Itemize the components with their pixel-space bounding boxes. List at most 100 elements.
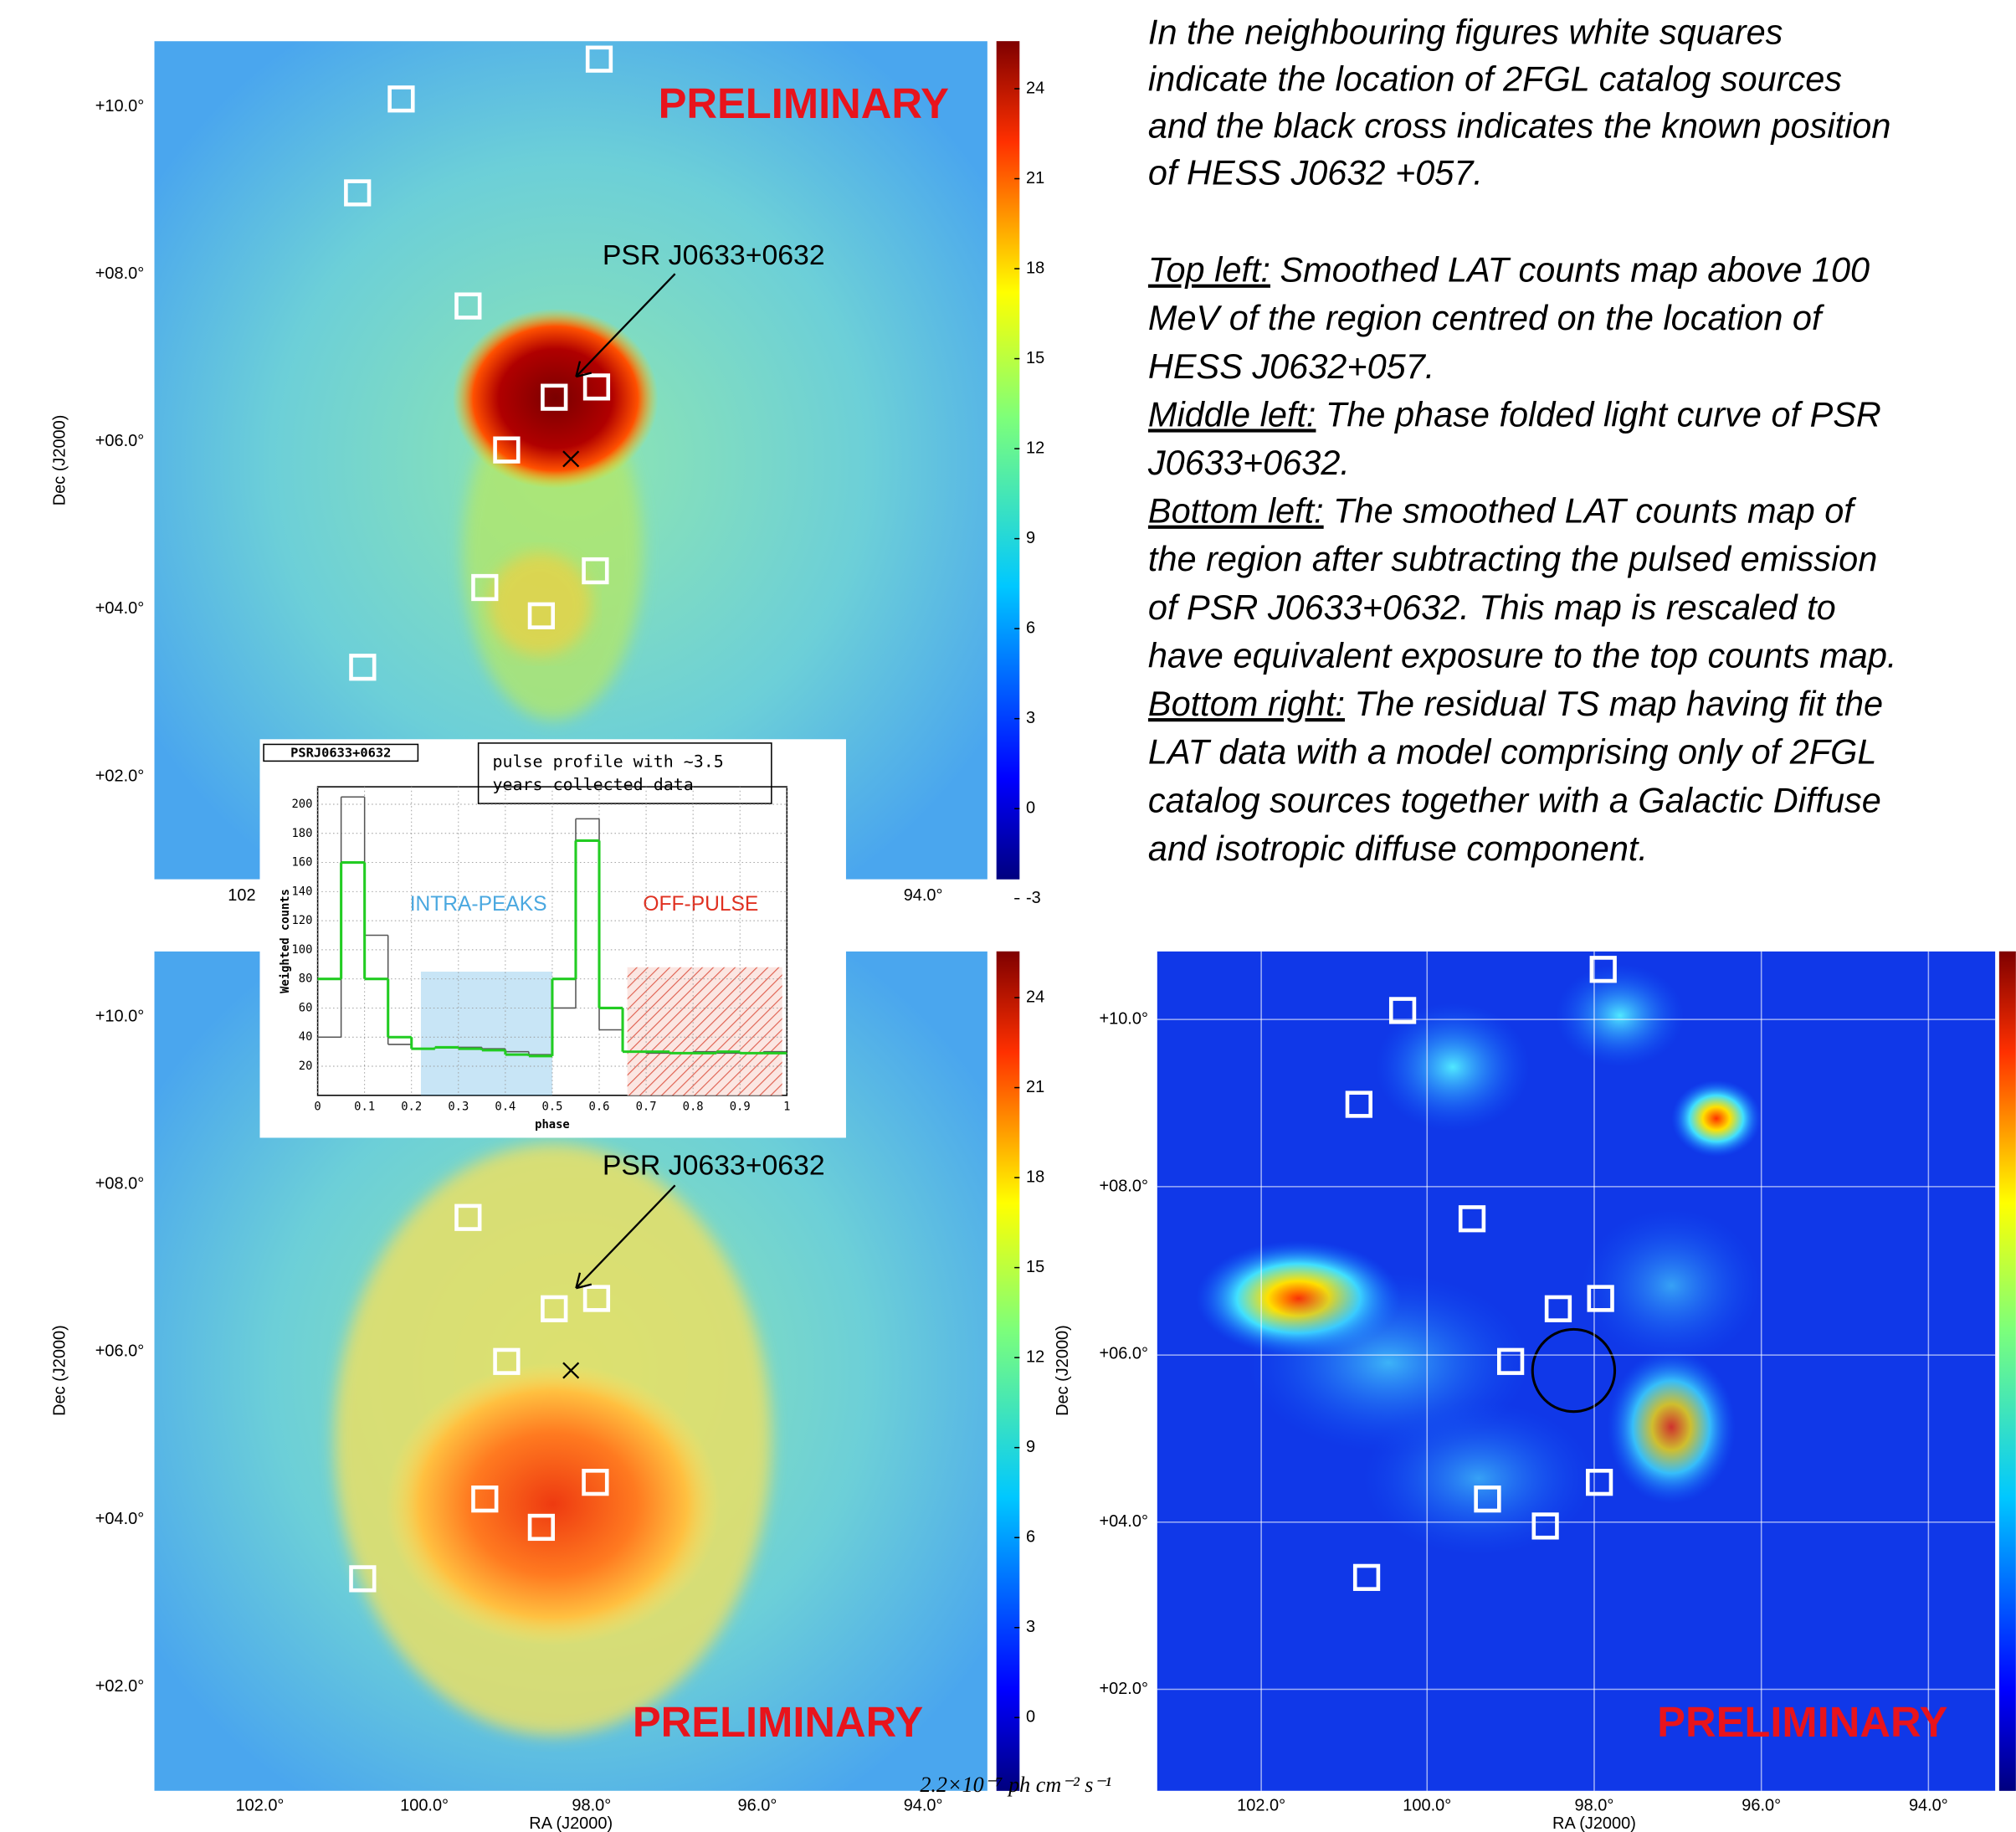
x-tick-label: 0.6	[589, 1101, 610, 1114]
caption-line: and isotropic diffuse component.	[1148, 829, 1648, 868]
y-tick-label: 120	[291, 914, 312, 927]
x-tick-label: 0.4	[495, 1101, 516, 1114]
caption-label: Bottom right:	[1148, 684, 1345, 723]
colorbar	[1999, 952, 2016, 1791]
colorbar-label: 21	[1026, 1078, 1044, 1096]
y-tick-label: +02.0°	[95, 767, 144, 785]
caption-line: catalog sources together with a Galactic…	[1148, 780, 1881, 819]
caption-line: indicate the location of 2FGL catalog so…	[1148, 59, 1842, 98]
y-tick-label: +04.0°	[95, 1510, 144, 1528]
y-tick-label: 80	[299, 972, 313, 986]
y-tick-label: 140	[291, 885, 312, 898]
annotation: PSR J0633+0632	[603, 1150, 825, 1182]
y-tick-label: +06.0°	[95, 432, 144, 450]
colorbar-label: 9	[1026, 1438, 1035, 1456]
axis-label: Weighted counts	[279, 889, 292, 993]
axis-label: Dec (J2000)	[51, 1325, 69, 1416]
axis-label: Dec (J2000)	[51, 415, 69, 506]
x-tick-label: 96.0°	[1742, 1797, 1781, 1815]
x-tick-label: 0	[314, 1101, 321, 1114]
caption-text: Smoothed LAT counts map above 100	[1270, 250, 1870, 290]
caption-line: LAT data with a model comprising only of…	[1148, 732, 1876, 772]
y-tick-label: +06.0°	[1099, 1345, 1147, 1363]
region	[421, 972, 552, 1096]
region-label: OFF-PULSE	[643, 893, 758, 916]
x-tick-label: 0.3	[448, 1101, 469, 1114]
caption-text: The residual TS map having fit the	[1345, 684, 1883, 723]
colorbar	[997, 41, 1020, 880]
y-tick-label: 60	[299, 1001, 313, 1014]
caption-line: of HESS J0632 +057.	[1148, 153, 1483, 192]
x-tick-label: 0.7	[636, 1101, 657, 1114]
colorbar-label: 18	[1026, 259, 1044, 277]
x-tick-label: 0.9	[730, 1101, 751, 1114]
caption-line: have equivalent exposure to the top coun…	[1148, 635, 1896, 675]
y-tick-label: 200	[291, 798, 312, 811]
x-tick-label: 98.0°	[1575, 1797, 1614, 1815]
y-tick-label: +02.0°	[95, 1677, 144, 1696]
x-tick-label: 100.0°	[1403, 1797, 1451, 1815]
caption-label: Bottom left:	[1148, 491, 1324, 531]
x-tick-label: 96.0°	[738, 1797, 777, 1815]
y-tick-label: +10.0°	[1099, 1009, 1147, 1028]
caption-text: The phase folded light curve of PSR	[1316, 394, 1880, 434]
x-tick-label: 102.0°	[236, 1797, 285, 1815]
y-tick-label: +08.0°	[95, 1175, 144, 1193]
caption-line: Top left: Smoothed LAT counts map above …	[1148, 250, 1870, 290]
caption-line: J0633+0632.	[1147, 443, 1350, 482]
caption-line: HESS J0632+057.	[1148, 346, 1434, 386]
x-tick-label: 102.0°	[1237, 1797, 1285, 1815]
colorbar-label: 3	[1026, 709, 1035, 727]
caption-text: The smoothed LAT counts map of	[1324, 491, 1858, 531]
region	[628, 967, 782, 1096]
colorbar-label: 0	[1026, 798, 1035, 817]
colorbar-label: 21	[1026, 169, 1044, 187]
watermark: PRELIMINARY	[659, 80, 949, 127]
y-tick-label: 180	[291, 827, 312, 840]
y-tick-label: 160	[291, 856, 312, 870]
colorbar-label: 18	[1026, 1167, 1044, 1186]
caption-line: In the neighbouring figures white square…	[1148, 12, 1783, 51]
y-tick-label: 20	[299, 1060, 313, 1073]
x-tick-label: 0.2	[401, 1101, 422, 1114]
region-label: INTRA-PEAKS	[410, 893, 547, 916]
x-tick-label: 98.0°	[572, 1797, 611, 1815]
colorbar-label: 24	[1026, 79, 1044, 97]
colorbar-label: 0	[1026, 1708, 1035, 1727]
x-tick-label: 0.1	[354, 1101, 375, 1114]
inset-plot: PSRJ0633+0632 pulse profile with ~3.5 year…	[259, 739, 845, 1137]
y-tick-label: +04.0°	[1099, 1512, 1147, 1531]
y-tick-label: +06.0°	[95, 1342, 144, 1361]
colorbar-label: 15	[1026, 1258, 1044, 1276]
colorbar-label: 6	[1026, 618, 1035, 637]
caption-label: Middle left:	[1148, 394, 1316, 434]
ts-map	[1157, 952, 1996, 1791]
y-tick-label: 100	[291, 943, 312, 957]
x-tick-label: 1	[783, 1101, 790, 1114]
x-tick-label: 102	[228, 886, 255, 905]
caption-line: of PSR J0633+0632. This map is rescaled …	[1148, 588, 1836, 627]
caption-line: and the black cross indicates the known …	[1148, 106, 1891, 146]
colorbar-unit: 2.2×10⁻⁷ ph cm⁻² s⁻¹	[920, 1773, 1111, 1797]
colorbar-label: 3	[1026, 1618, 1035, 1636]
y-tick-label: +10.0°	[95, 97, 144, 115]
colorbar-label: -3	[1026, 889, 1041, 907]
colorbar-label: 9	[1026, 529, 1035, 547]
y-tick-label: +04.0°	[95, 599, 144, 618]
inset-note: years collected data	[493, 774, 694, 794]
caption-line: Bottom left: The smoothed LAT counts map…	[1148, 491, 1857, 531]
colorbar	[997, 952, 1020, 1791]
y-tick-label: +10.0°	[95, 1007, 144, 1025]
watermark: PRELIMINARY	[1657, 1698, 1947, 1746]
caption-line: the region after subtracting the pulsed …	[1148, 539, 1877, 578]
inset-title: PSRJ0633+0632	[290, 746, 391, 761]
x-tick-label: 94.0°	[1909, 1797, 1948, 1815]
axis-label: RA (J2000)	[1552, 1814, 1636, 1832]
x-tick-label: 94.0°	[904, 886, 943, 905]
inset-note: pulse profile with ~3.5	[493, 751, 724, 771]
caption-line: Bottom right: The residual TS map having…	[1148, 684, 1883, 723]
x-tick-label: 100.0°	[400, 1797, 449, 1815]
colorbar-label: 12	[1026, 439, 1044, 457]
axis-label: Dec (J2000)	[1054, 1325, 1072, 1416]
x-tick-label: 0.8	[683, 1101, 704, 1114]
